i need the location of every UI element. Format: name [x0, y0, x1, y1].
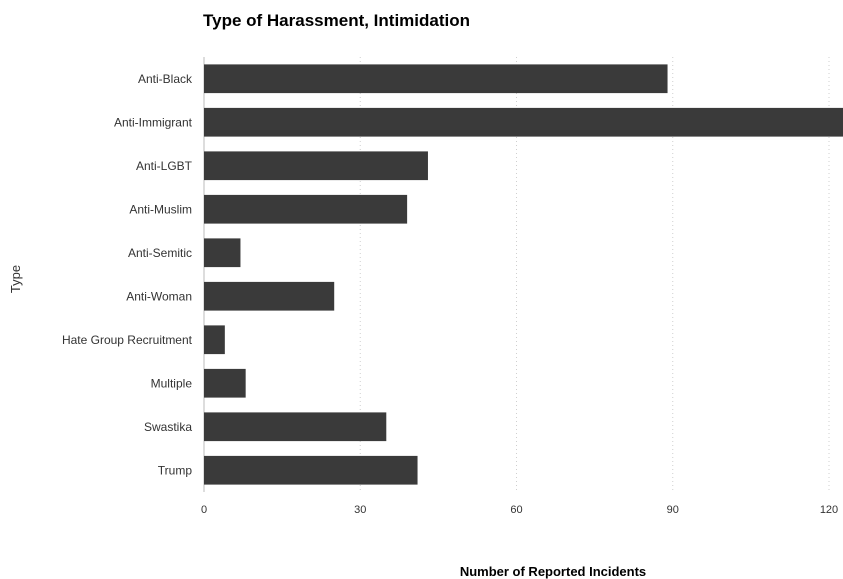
category-label: Anti-Woman — [126, 289, 192, 303]
chart-title: Type of Harassment, Intimidation — [203, 11, 470, 30]
bar-anti-immigrant — [204, 107, 843, 137]
x-tick-labels: 0 30 60 90 120 — [201, 504, 838, 516]
x-tick-label: 30 — [354, 504, 366, 516]
x-tick-label: 120 — [820, 504, 838, 516]
category-label: Trump — [158, 463, 193, 477]
bars — [204, 64, 843, 485]
category-label: Anti-Black — [138, 72, 193, 86]
x-axis-title: Number of Reported Incidents — [460, 564, 646, 579]
category-label: Anti-LGBT — [136, 159, 193, 173]
bar-trump — [204, 455, 418, 485]
category-label: Anti-Semitic — [128, 246, 192, 260]
category-label: Anti-Muslim — [129, 202, 192, 216]
bar-anti-muslim — [204, 194, 408, 224]
x-tick-label: 90 — [667, 504, 679, 516]
bar-anti-black — [204, 64, 668, 94]
bar-anti-lgbt — [204, 151, 428, 181]
y-axis-title: Type — [8, 265, 23, 293]
category-label: Multiple — [151, 376, 193, 390]
bar-anti-woman — [204, 281, 335, 311]
category-label: Anti-Immigrant — [114, 115, 193, 129]
bar-anti-semitic — [204, 238, 241, 268]
bar-swastika — [204, 412, 387, 442]
category-labels: Anti-Black Anti-Immigrant Anti-LGBT Anti-Mu… — [62, 72, 193, 478]
x-tick-label: 60 — [510, 504, 522, 516]
category-label: Swastika — [144, 420, 192, 434]
category-label: Hate Group Recruitment — [62, 333, 193, 347]
bar-hate-group-recruitment — [204, 325, 225, 355]
bar-multiple — [204, 368, 246, 398]
x-tick-label: 0 — [201, 504, 207, 516]
